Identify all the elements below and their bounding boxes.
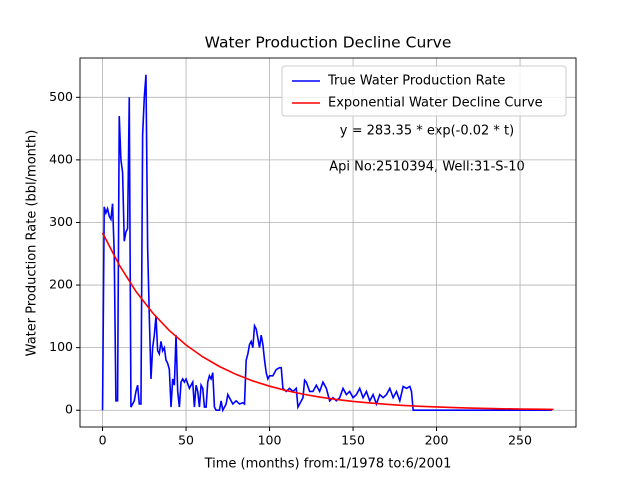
x-axis-label: Time (months) from:1/1978 to:6/2001 — [204, 457, 452, 472]
annotation: Api No:2510394, Well:31-S-10 — [329, 160, 525, 175]
series-line — [101, 74, 552, 413]
series-line — [101, 232, 554, 411]
x-tick-label: 0 — [99, 433, 107, 448]
y-tick-label: 500 — [49, 89, 73, 104]
axes-frame — [79, 57, 577, 428]
y-tick-label: 200 — [49, 277, 73, 292]
x-tick-label: 150 — [341, 433, 365, 448]
y-tick-label: 400 — [49, 151, 73, 166]
chart-title: Water Production Decline Curve — [205, 34, 452, 52]
y-tick-label: 100 — [49, 339, 73, 354]
legend-label: Exponential Water Decline Curve — [328, 96, 543, 111]
annotation: y = 283.35 * exp(-0.02 * t) — [340, 124, 514, 139]
y-tick-label: 300 — [49, 214, 73, 229]
legend-box — [281, 65, 567, 117]
x-tick-label: 200 — [425, 433, 449, 448]
legend-label: True Water Production Rate — [327, 74, 505, 89]
x-tick-label: 50 — [178, 433, 194, 448]
x-tick-label: 100 — [258, 433, 282, 448]
x-tick-label: 250 — [508, 433, 532, 448]
y-tick-label: 0 — [65, 402, 73, 417]
y-axis-label: Water Production Rate (bbl/month) — [25, 130, 40, 357]
